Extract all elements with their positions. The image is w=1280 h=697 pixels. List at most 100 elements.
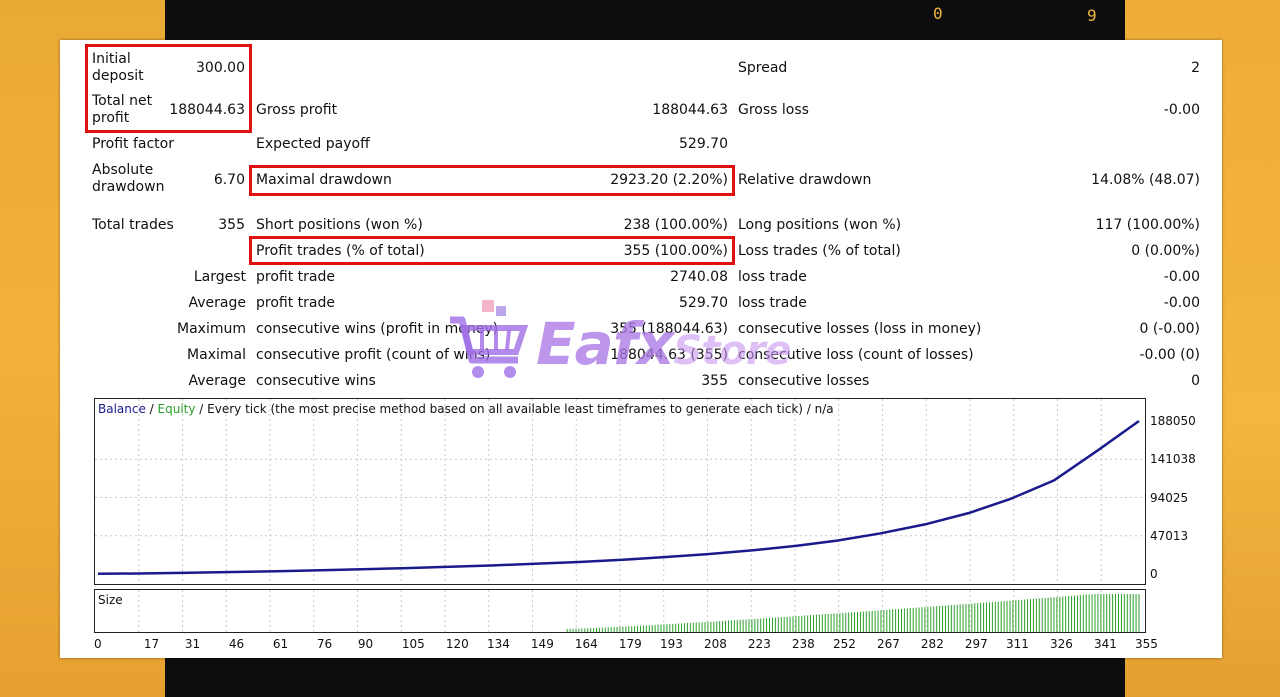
relative-drawdown-value: 14.08% (48.07) [1091,172,1200,188]
x-tick-label: 223 [747,637,771,651]
maximal-consecutive-profit-value: 188044.63 (355) [610,347,728,363]
x-tick-label: 341 [1093,637,1117,651]
max-consecutive-wins-value: 355 (188044.63) [610,321,728,337]
background-glyph: 0 [933,4,943,23]
spread-label: Spread [738,60,788,76]
average-consecutive-label: Average [188,373,247,389]
total-trades-value: 355 [218,217,245,233]
y-tick-label: 188050 [1150,414,1196,428]
largest-profit-value: 2740.08 [670,269,728,285]
total-net-profit-value: 188044.63 [169,102,245,118]
long-positions-label: Long positions (won %) [738,217,902,233]
x-tick-label: 282 [920,637,944,651]
short-positions-label: Short positions (won %) [256,217,423,233]
x-tick-label: 193 [659,637,683,651]
x-tick-label: 208 [703,637,727,651]
avg-consecutive-wins-label: consecutive wins [256,373,376,389]
balance-chart-frame [94,398,1146,585]
initial-deposit-label: Initial deposit [92,51,144,84]
average-profit-label: profit trade [256,295,335,311]
x-tick-label: 105 [401,637,425,651]
highlight-box-deposit-profit [85,44,252,133]
loss-trades-label: Loss trades (% of total) [738,243,901,259]
largest-loss-label: loss trade [738,269,807,285]
size-chart-frame [94,589,1146,633]
x-tick-label: 90 [357,637,374,651]
average-loss-label: loss trade [738,295,807,311]
maximal-consecutive-loss-value: -0.00 (0) [1139,347,1200,363]
y-tick-label: 141038 [1150,452,1196,467]
loss-trades-value: 0 (0.00%) [1131,243,1200,259]
spread-value: 2 [1191,60,1200,76]
strategy-report-card: Initial deposit 300.00 Spread 2 Total ne… [60,40,1222,658]
largest-profit-label: profit trade [256,269,335,285]
x-tick-label: 252 [832,637,856,651]
long-positions-value: 117 (100.00%) [1095,217,1200,233]
maximal-consecutive-loss-label: consecutive loss (count of losses) [738,347,974,363]
x-tick-label: 297 [964,637,988,651]
x-tick-label: 134 [486,637,510,651]
maximum-label: Maximum [177,321,246,337]
size-chart [138,590,1140,632]
average-profit-value: 529.70 [679,295,728,311]
x-tick-label: 311 [1005,637,1029,651]
x-tick-label: 238 [791,637,815,651]
size-label: Size [98,593,123,607]
x-tick-label: 76 [316,637,333,651]
x-tick-label: 46 [228,637,245,651]
total-net-profit-label: Total net profit [92,93,153,126]
x-tick-label: 0 [94,637,102,651]
balance-chart [95,399,1145,584]
legend-separator: / [145,402,158,416]
gross-loss-value: -0.00 [1163,102,1200,118]
gross-profit-value: 188044.63 [652,102,728,118]
max-consecutive-wins-label: consecutive wins (profit in money) [256,321,499,337]
background-glyph: 9 [1087,6,1097,25]
maximal-consecutive-profit-label: consecutive profit (count of wins) [256,347,491,363]
x-tick-label: 326 [1049,637,1073,651]
y-tick-label: 47013 [1150,528,1189,543]
y-tick-label: 0 [1150,567,1158,581]
legend-equity: Equity [157,402,196,416]
profit-factor-label: Profit factor [92,136,174,152]
avg-consecutive-wins-value: 355 [701,373,728,389]
largest-label: Largest [193,269,246,285]
x-tick-label: 179 [618,637,642,651]
cart-icon [450,300,529,378]
expected-payoff-label: Expected payoff [256,136,370,152]
avg-consecutive-losses-label: consecutive losses [738,373,870,389]
largest-loss-value: -0.00 [1163,269,1200,285]
average-loss-value: -0.00 [1163,295,1200,311]
x-tick-label: 149 [530,637,554,651]
size-bars [566,594,1140,632]
maximal-drawdown-label: Maximal drawdown [256,172,392,188]
highlight-box-profit-trades [249,236,735,265]
x-tick-label: 61 [272,637,289,651]
average-label: Average [188,295,247,311]
initial-deposit-value: 300.00 [196,60,245,76]
legend-balance: Balance [98,402,146,416]
x-tick-label: 31 [184,637,201,651]
avg-consecutive-losses-value: 0 [1191,373,1200,389]
chart-grid [95,399,1145,584]
x-tick-label: 164 [574,637,598,651]
absolute-drawdown-value: 6.70 [213,172,245,188]
profit-trades-label: Profit trades (% of total) [256,243,425,259]
balance-series-line [97,419,1140,576]
gross-profit-label: Gross profit [256,102,338,118]
x-tick-label: 120 [445,637,469,651]
maximal-label: Maximal [187,347,246,363]
legend-description: / Every tick (the most precise method ba… [195,402,834,416]
max-consecutive-losses-label: consecutive losses (loss in money) [738,321,982,337]
gross-loss-label: Gross loss [738,102,809,118]
profit-trades-value: 355 (100.00%) [623,243,728,259]
total-trades-label: Total trades [92,217,174,233]
x-tick-label: 267 [876,637,900,651]
expected-payoff-value: 529.70 [679,136,728,152]
max-consecutive-losses-value: 0 (-0.00) [1139,321,1200,337]
relative-drawdown-label: Relative drawdown [738,172,872,188]
highlight-box-maximal-drawdown [249,165,735,196]
absolute-drawdown-label: Absolute drawdown [92,162,165,195]
chart-legend: Balance / Equity / Every tick (the most … [98,402,834,416]
x-tick-label: 17 [143,637,160,651]
